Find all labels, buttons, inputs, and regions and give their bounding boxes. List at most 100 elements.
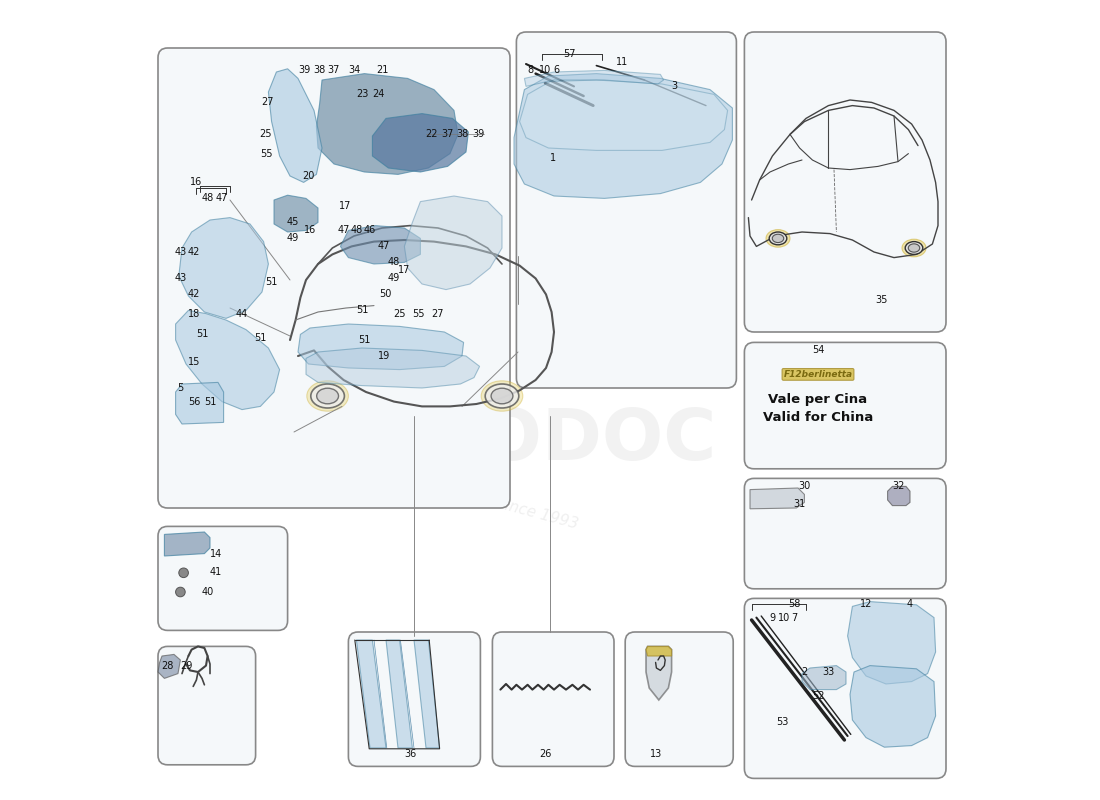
Text: 11: 11 (616, 58, 628, 67)
Text: 19: 19 (377, 351, 389, 361)
Polygon shape (646, 646, 672, 700)
Ellipse shape (905, 242, 923, 254)
Text: 47: 47 (338, 226, 350, 235)
Ellipse shape (772, 234, 783, 242)
Text: Valid for China: Valid for China (763, 411, 873, 424)
Text: 46: 46 (363, 226, 375, 235)
Text: 45: 45 (286, 218, 298, 227)
Text: 51: 51 (196, 330, 208, 339)
Text: 20: 20 (302, 171, 315, 181)
Text: 3: 3 (671, 82, 678, 91)
Text: 58: 58 (788, 599, 800, 609)
Circle shape (179, 568, 188, 578)
Text: 1: 1 (550, 154, 557, 163)
Text: 42: 42 (188, 290, 200, 299)
Text: 24: 24 (373, 90, 385, 99)
Ellipse shape (317, 388, 339, 404)
FancyBboxPatch shape (158, 646, 255, 765)
Text: 40: 40 (201, 587, 213, 597)
Polygon shape (405, 196, 502, 290)
Ellipse shape (311, 384, 344, 408)
Ellipse shape (769, 232, 786, 245)
Text: 32: 32 (892, 482, 905, 491)
Text: 44: 44 (235, 309, 249, 318)
Text: 16: 16 (304, 226, 316, 235)
Polygon shape (514, 74, 733, 198)
Text: 23: 23 (355, 90, 368, 99)
Text: 8: 8 (528, 66, 534, 75)
Polygon shape (340, 226, 420, 264)
Text: 28: 28 (162, 661, 174, 670)
Text: 41: 41 (209, 567, 222, 577)
Text: 47: 47 (377, 242, 389, 251)
Circle shape (176, 587, 185, 597)
Text: 29: 29 (179, 661, 192, 670)
Text: 4: 4 (906, 599, 913, 609)
Polygon shape (750, 488, 804, 509)
FancyBboxPatch shape (625, 632, 734, 766)
Text: 30: 30 (799, 482, 811, 491)
Polygon shape (158, 654, 180, 678)
Text: 7: 7 (792, 613, 798, 622)
FancyBboxPatch shape (158, 48, 510, 508)
FancyBboxPatch shape (516, 32, 736, 388)
FancyBboxPatch shape (158, 526, 287, 630)
Text: 25: 25 (394, 309, 406, 318)
Text: 52: 52 (813, 691, 825, 701)
Text: 14: 14 (209, 549, 222, 558)
Text: 56: 56 (188, 397, 200, 406)
Text: 9: 9 (769, 613, 776, 622)
Text: 35: 35 (876, 295, 888, 305)
Polygon shape (317, 74, 458, 174)
Text: 38: 38 (314, 66, 326, 75)
Text: 12: 12 (860, 599, 872, 609)
Text: 27: 27 (262, 98, 274, 107)
Polygon shape (802, 666, 846, 690)
Ellipse shape (902, 239, 926, 257)
Text: 37: 37 (328, 66, 340, 75)
Text: 49: 49 (388, 274, 400, 283)
FancyBboxPatch shape (745, 478, 946, 589)
Text: 18: 18 (188, 309, 200, 318)
Polygon shape (525, 70, 663, 86)
Ellipse shape (909, 244, 920, 252)
Text: AUTODOC: AUTODOC (319, 406, 716, 474)
Polygon shape (306, 348, 480, 388)
Text: 25: 25 (260, 130, 273, 139)
FancyBboxPatch shape (745, 342, 946, 469)
Ellipse shape (307, 381, 349, 411)
Text: 43: 43 (174, 274, 187, 283)
Text: 34: 34 (349, 66, 361, 75)
Text: 51: 51 (359, 335, 371, 345)
Text: 15: 15 (188, 357, 200, 366)
Polygon shape (646, 646, 672, 656)
Text: F12berlinetta: F12berlinetta (783, 370, 852, 379)
Text: a passion for cars since 1993: a passion for cars since 1993 (360, 460, 580, 532)
Text: 31: 31 (793, 499, 805, 509)
Text: 55: 55 (260, 149, 273, 158)
Text: 47: 47 (216, 194, 228, 203)
Text: 53: 53 (776, 717, 789, 726)
Text: 26: 26 (539, 749, 551, 758)
Text: 48: 48 (201, 194, 213, 203)
Text: 16: 16 (190, 178, 202, 187)
Polygon shape (274, 195, 318, 232)
Text: 48: 48 (350, 226, 363, 235)
Text: 51: 51 (355, 306, 368, 315)
Polygon shape (176, 382, 223, 424)
Text: 54: 54 (812, 346, 824, 355)
Text: 51: 51 (204, 397, 217, 406)
Text: 57: 57 (563, 50, 575, 59)
Text: 38: 38 (455, 130, 469, 139)
Polygon shape (298, 324, 463, 370)
FancyBboxPatch shape (745, 598, 946, 778)
Text: 48: 48 (388, 258, 400, 267)
Polygon shape (164, 532, 210, 556)
Text: 22: 22 (426, 130, 438, 139)
Text: 5: 5 (177, 383, 184, 393)
Polygon shape (888, 486, 910, 506)
Text: 49: 49 (286, 234, 298, 243)
Text: 17: 17 (339, 202, 351, 211)
Text: 13: 13 (649, 749, 662, 758)
Text: 39: 39 (472, 130, 484, 139)
